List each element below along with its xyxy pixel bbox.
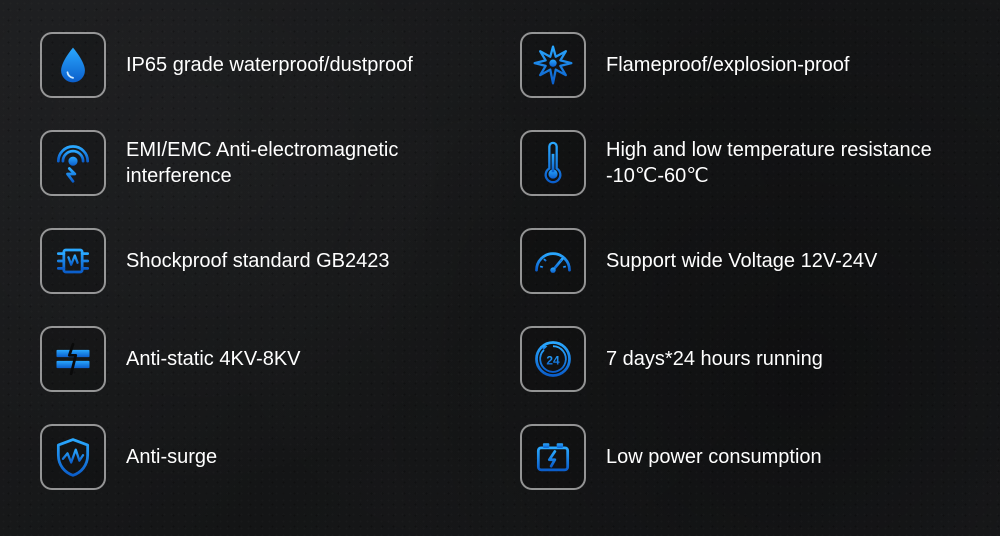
feature-item: Support wide Voltage 12V-24V (520, 226, 960, 296)
feature-label: IP65 grade waterproof/dustproof (126, 52, 413, 78)
shock-icon (40, 228, 106, 294)
droplet-icon (40, 32, 106, 98)
feature-label: High and low temperature resistance -10℃… (606, 137, 946, 189)
feature-label: Low power consumption (606, 444, 822, 470)
feature-label: EMI/EMC Anti-electromagnetic interferenc… (126, 137, 466, 189)
feature-item: High and low temperature resistance -10℃… (520, 128, 960, 198)
feature-item: Anti-static 4KV-8KV (40, 324, 480, 394)
feature-item: EMI/EMC Anti-electromagnetic interferenc… (40, 128, 480, 198)
emi-icon (40, 130, 106, 196)
feature-item: Anti-surge (40, 422, 480, 492)
feature-item: Flameproof/explosion-proof (520, 30, 960, 100)
svg-text:24: 24 (546, 354, 560, 368)
antistatic-icon (40, 326, 106, 392)
thermometer-icon (520, 130, 586, 196)
feature-item: 24 7 days*24 hours running (520, 324, 960, 394)
feature-label: Support wide Voltage 12V-24V (606, 248, 877, 274)
feature-item: IP65 grade waterproof/dustproof (40, 30, 480, 100)
feature-label: Anti-static 4KV-8KV (126, 346, 301, 372)
explosion-icon (520, 32, 586, 98)
feature-label: Shockproof standard GB2423 (126, 248, 390, 274)
battery-icon (520, 424, 586, 490)
feature-item: Shockproof standard GB2423 (40, 226, 480, 296)
feature-label: Flameproof/explosion-proof (606, 52, 849, 78)
feature-item: Low power consumption (520, 422, 960, 492)
feature-label: 7 days*24 hours running (606, 346, 823, 372)
gauge-icon (520, 228, 586, 294)
feature-label: Anti-surge (126, 444, 217, 470)
clock24-icon: 24 (520, 326, 586, 392)
feature-grid: IP65 grade waterproof/dustproof Flamepro… (0, 0, 1000, 536)
surge-icon (40, 424, 106, 490)
